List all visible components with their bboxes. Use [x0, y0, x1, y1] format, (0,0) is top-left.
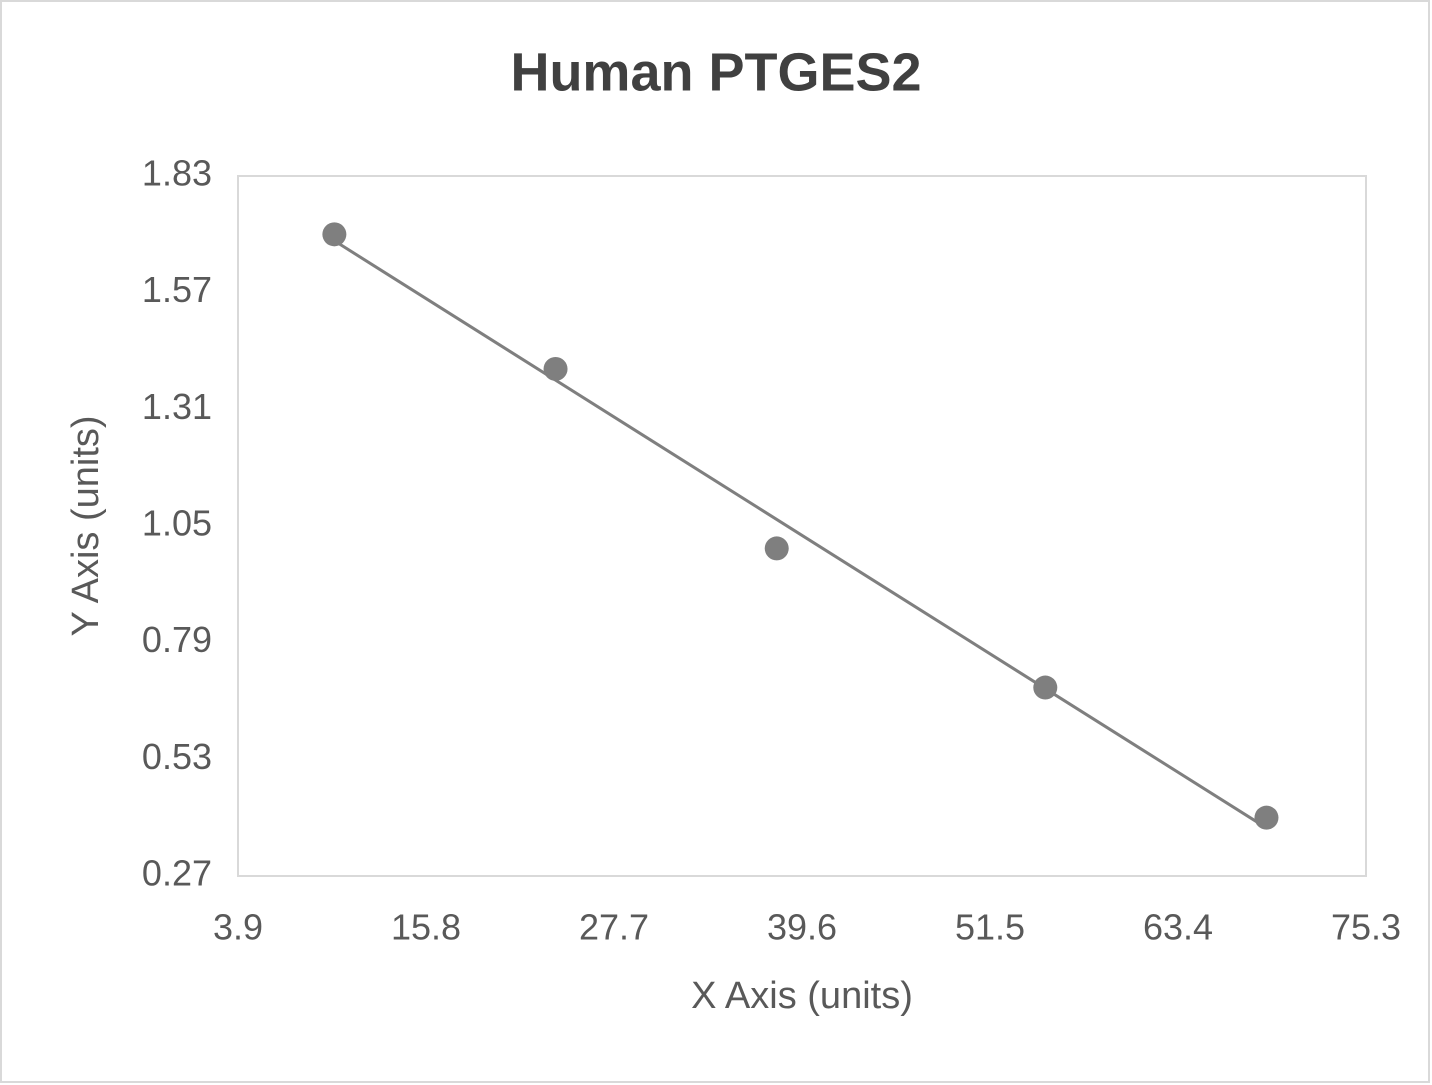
- chart-title: Human PTGES2: [510, 42, 921, 102]
- point: [1033, 675, 1058, 700]
- point: [1254, 805, 1279, 830]
- y-tick-label: 1.31: [142, 386, 212, 427]
- x-tick-label: 39.6: [767, 907, 837, 948]
- x-tick-label: 75.3: [1331, 907, 1401, 948]
- y-tick-label: 1.05: [142, 503, 212, 544]
- x-axis-title: X Axis (units): [691, 975, 913, 1017]
- point: [322, 222, 347, 247]
- y-axis-title: Y Axis (units): [65, 415, 107, 636]
- point: [543, 356, 568, 381]
- y-tick-label: 0.53: [142, 736, 212, 777]
- y-tick-label: 0.79: [142, 619, 212, 660]
- x-tick-label: 51.5: [955, 907, 1025, 948]
- trendline: [333, 239, 1268, 830]
- y-tick-label: 1.83: [142, 153, 212, 194]
- y-tick-label: 1.57: [142, 269, 212, 310]
- x-tick-label: 27.7: [579, 907, 649, 948]
- y-tick-label: 0.27: [142, 853, 212, 894]
- x-tick-label: 63.4: [1143, 907, 1213, 948]
- x-tick-label: 3.9: [213, 907, 263, 948]
- x-tick-label: 15.8: [391, 907, 461, 948]
- plot-area: [237, 175, 1367, 877]
- point: [764, 536, 789, 561]
